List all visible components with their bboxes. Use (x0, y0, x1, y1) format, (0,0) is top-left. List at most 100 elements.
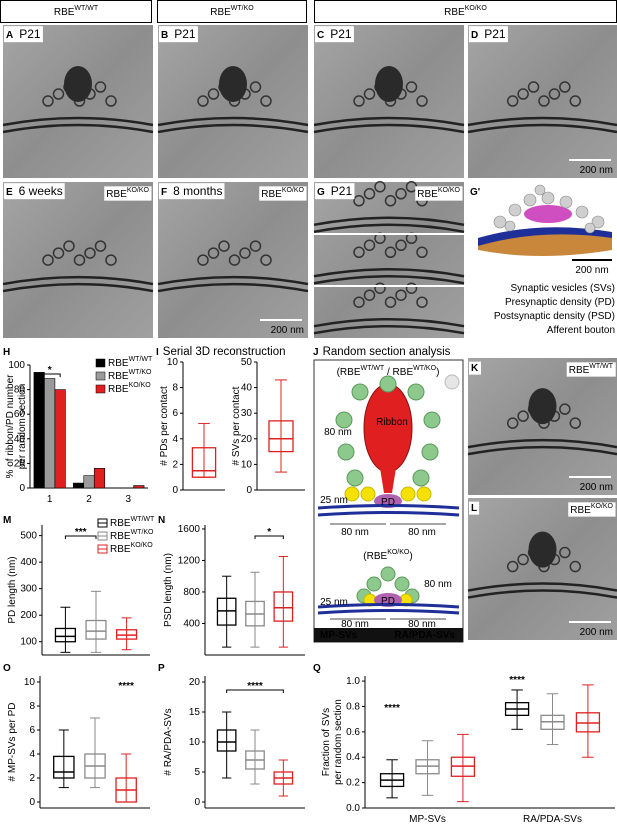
vesicle (363, 239, 376, 252)
panel-letter: L (471, 503, 477, 514)
vesicle (395, 289, 407, 301)
vesicle (94, 81, 107, 93)
bar (83, 475, 95, 489)
y-tick-label: 0.6 (346, 726, 360, 737)
y-axis-label: Fraction of SVs (321, 708, 332, 776)
legend-entry: RBEWT/KO (110, 529, 154, 541)
vesicle (260, 254, 272, 266)
text-part: 80 nm (324, 427, 352, 438)
genotype: RBEWT/WT (569, 363, 614, 375)
y-axis-label: per random section (17, 384, 28, 470)
text-part: *** (75, 527, 87, 538)
ribbon (219, 66, 247, 103)
vesicle (228, 254, 241, 266)
text-part: RBE (261, 189, 282, 200)
membrane (2, 275, 154, 286)
diagram-legend: RA/PDA-SVs (394, 630, 455, 641)
text-part: 4 (172, 433, 178, 444)
diagram-text: 80 nm (341, 619, 369, 630)
text-part: 0.0 (346, 803, 360, 814)
y-tick-label: 100 (8, 360, 25, 371)
diagram-group: (RBEWT/WT / RBEWT/KO) (337, 365, 440, 377)
vesicle (395, 239, 407, 252)
vesicle (384, 246, 397, 259)
box (268, 420, 294, 453)
vesicle (94, 240, 107, 252)
vesicle (559, 546, 571, 559)
text-part: Fraction of SVs (321, 708, 332, 776)
y-tick-label: 2 (172, 459, 178, 470)
box (53, 755, 75, 779)
text-part: 10 (167, 357, 179, 368)
panel-text: P21 (484, 27, 506, 41)
scale-label: 200 nm (580, 627, 613, 638)
text-part: Presynaptic density (PD) (505, 297, 615, 308)
genotype: RBEKO/KO (261, 187, 304, 199)
text-part: 20 (241, 433, 253, 444)
significance: * (48, 365, 52, 376)
text-part: 200 (20, 610, 37, 621)
label-backing (4, 26, 43, 43)
y-tick-label: 60 (14, 409, 26, 420)
x-tick-label: 1 (47, 494, 53, 505)
vesicle (559, 81, 571, 93)
vesicle (42, 95, 54, 107)
text-part: RBE (569, 365, 590, 376)
text-part: # RA/PDA-SVs (163, 708, 174, 775)
y-tick-label: 10 (24, 677, 36, 688)
panel-letter: Q (313, 663, 321, 674)
y-axis-label: # SVs per contact (231, 386, 242, 465)
membrane (467, 582, 617, 592)
vesicle (559, 403, 571, 415)
y-tick-label: 0 (29, 797, 35, 808)
y-tick-label: 5 (194, 767, 200, 778)
y-tick-label: 0 (246, 485, 252, 496)
y-tick-label: 40 (241, 382, 253, 393)
text-part: 400 (183, 618, 200, 629)
em-image (468, 358, 617, 495)
y-axis-label: # PDs per contact (159, 386, 170, 466)
membrane (467, 123, 617, 134)
text-part: PD (381, 596, 395, 607)
vesicle (517, 410, 529, 422)
x-tick-label: 2 (86, 494, 92, 505)
diagram-text: 80 nm (324, 427, 352, 438)
vesicle (363, 88, 376, 100)
x-tick-label: MP-SVs (409, 814, 446, 825)
vesicle (506, 417, 519, 429)
vesicle (538, 95, 550, 107)
vesicle (569, 417, 582, 429)
membrane (2, 123, 154, 134)
vesicle (84, 247, 96, 259)
panel-text: P21 (174, 27, 196, 41)
panel-label: E 6 weeks (6, 184, 63, 198)
bar (44, 378, 56, 489)
membrane (313, 268, 465, 278)
vesicle (218, 240, 230, 252)
vesicle (63, 240, 75, 252)
significance: **** (247, 681, 263, 692)
y-tick-label: 500 (20, 530, 37, 541)
text-part: per random section (333, 699, 344, 785)
text-part: 1200 (178, 555, 201, 566)
y-tick-label: 0.2 (346, 777, 360, 788)
vesicle (52, 88, 65, 100)
panel-label: J Random section analysis (313, 346, 451, 358)
panel-label: I Serial 3D reconstruction (156, 346, 286, 358)
text-part: 0.4 (346, 752, 360, 763)
text-part: Ribbon (376, 417, 408, 428)
text-part: 80 nm (408, 619, 436, 630)
y-axis-label: # MP-SVs per PD (7, 703, 18, 782)
panel-text: 6 weeks (19, 184, 63, 198)
panel-letter: B (161, 30, 168, 41)
vesicle (416, 246, 428, 259)
y-tick-label: 2 (29, 773, 35, 784)
y-tick-label: 0 (172, 485, 178, 496)
text-part: **** (118, 681, 134, 692)
vesicle (416, 95, 428, 107)
vesicle (42, 254, 54, 266)
text-part: Postsynaptic density (PSD) (494, 311, 615, 322)
text-part: 0 (246, 485, 252, 496)
superscript: WT/WT (129, 356, 153, 363)
scale-label: 200 nm (580, 482, 613, 493)
